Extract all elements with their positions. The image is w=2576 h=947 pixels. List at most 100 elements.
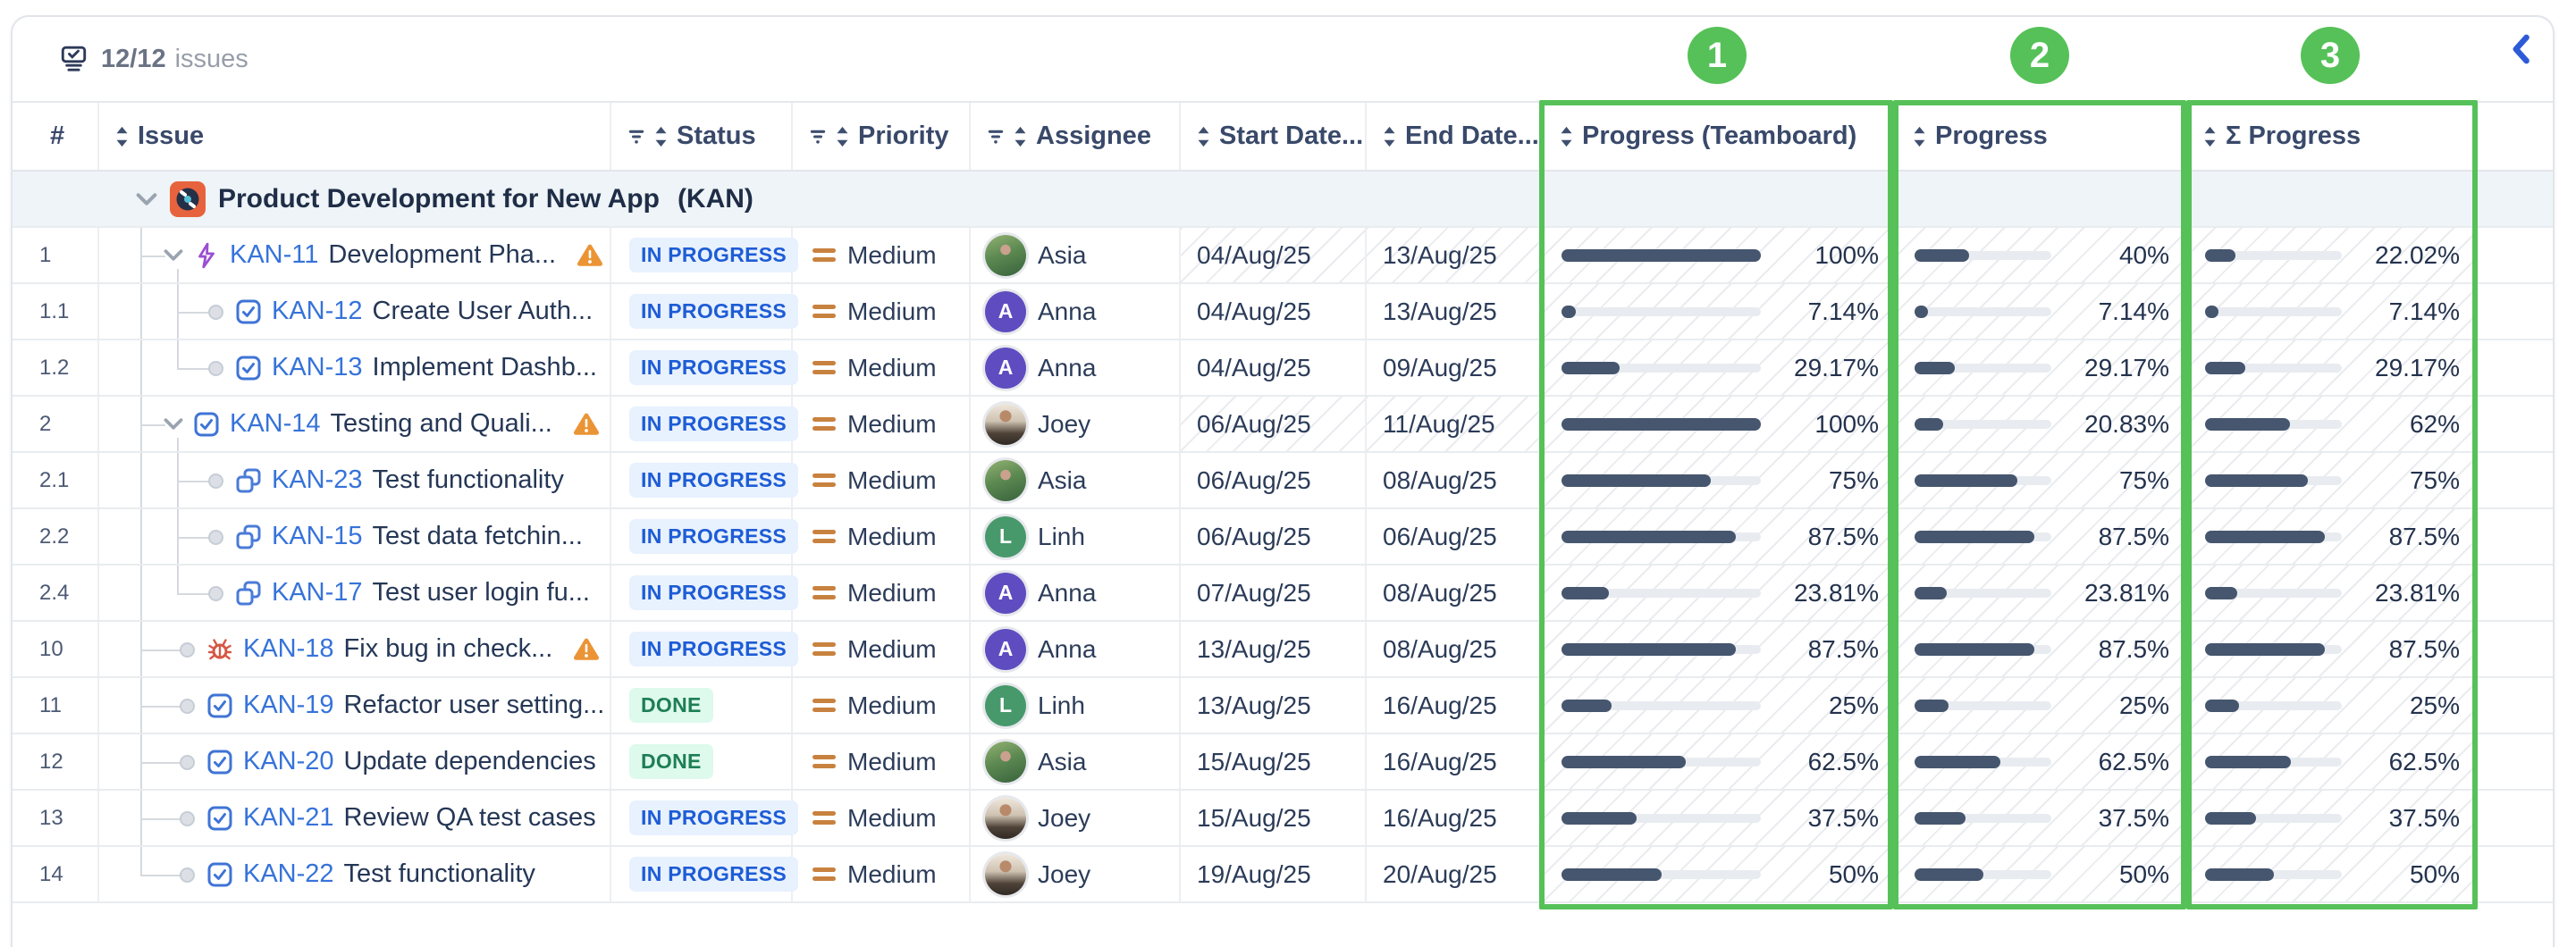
status-cell[interactable]: DONE xyxy=(611,734,793,789)
start-date-cell[interactable]: 04/Aug/25 xyxy=(1181,284,1367,339)
end-date-cell[interactable]: 16/Aug/25 xyxy=(1367,791,1544,845)
issue-cell[interactable]: KAN-17 Test user login fu... xyxy=(99,566,611,620)
filter-icon[interactable] xyxy=(809,128,827,146)
issue-cell[interactable]: KAN-11 Development Pha... xyxy=(99,228,611,282)
sort-icon[interactable] xyxy=(1197,126,1210,147)
issue-cell[interactable]: KAN-21 Review QA test cases xyxy=(99,791,611,845)
end-date-cell[interactable]: 11/Aug/25 xyxy=(1367,397,1544,451)
priority-cell[interactable]: Medium xyxy=(793,340,971,395)
sort-icon[interactable] xyxy=(1014,126,1027,147)
sort-icon[interactable] xyxy=(836,126,849,147)
issue-key-link[interactable]: KAN-15 xyxy=(272,522,363,550)
assignee-cell[interactable]: A Anna xyxy=(971,284,1181,339)
assignee-cell[interactable]: Asia xyxy=(971,228,1181,282)
priority-cell[interactable]: Medium xyxy=(793,622,971,676)
issue-cell[interactable]: KAN-15 Test data fetchin... xyxy=(99,509,611,564)
column-header-sum-progress[interactable]: Σ Progress xyxy=(2187,103,2478,170)
issue-key-link[interactable]: KAN-17 xyxy=(272,578,363,607)
sort-icon[interactable] xyxy=(115,126,129,147)
sort-icon[interactable] xyxy=(1560,126,1573,147)
issue-key-link[interactable]: KAN-20 xyxy=(243,747,334,775)
end-date-cell[interactable]: 06/Aug/25 xyxy=(1367,509,1544,564)
assignee-cell[interactable]: L Linh xyxy=(971,678,1181,733)
project-group-row[interactable]: Product Development for New App (KAN) xyxy=(13,172,2553,228)
priority-cell[interactable]: Medium xyxy=(793,734,971,789)
assignee-cell[interactable]: Joey xyxy=(971,847,1181,901)
column-header-start-date[interactable]: Start Date... xyxy=(1181,103,1367,170)
issue-key-link[interactable]: KAN-19 xyxy=(243,691,334,719)
priority-cell[interactable]: Medium xyxy=(793,509,971,564)
end-date-cell[interactable]: 16/Aug/25 xyxy=(1367,734,1544,789)
assignee-cell[interactable]: Joey xyxy=(971,397,1181,451)
priority-cell[interactable]: Medium xyxy=(793,397,971,451)
filter-icon[interactable] xyxy=(627,128,645,146)
priority-cell[interactable]: Medium xyxy=(793,228,971,282)
priority-cell[interactable]: Medium xyxy=(793,678,971,733)
expand-chevron-icon[interactable] xyxy=(164,417,183,431)
column-header-progress[interactable]: Progress xyxy=(1897,103,2187,170)
start-date-cell[interactable]: 04/Aug/25 xyxy=(1181,340,1367,395)
priority-cell[interactable]: Medium xyxy=(793,847,971,901)
column-header-assignee[interactable]: Assignee xyxy=(971,103,1181,170)
issue-key-link[interactable]: KAN-22 xyxy=(243,859,334,888)
start-date-cell[interactable]: 15/Aug/25 xyxy=(1181,791,1367,845)
start-date-cell[interactable]: 04/Aug/25 xyxy=(1181,228,1367,282)
assignee-cell[interactable]: Asia xyxy=(971,734,1181,789)
assignee-cell[interactable]: A Anna xyxy=(971,340,1181,395)
status-cell[interactable]: IN PROGRESS xyxy=(611,566,799,620)
assignee-cell[interactable]: A Anna xyxy=(971,566,1181,620)
group-collapse-chevron-icon[interactable] xyxy=(136,192,157,206)
end-date-cell[interactable]: 13/Aug/25 xyxy=(1367,284,1544,339)
assignee-cell[interactable]: A Anna xyxy=(971,622,1181,676)
status-cell[interactable]: IN PROGRESS xyxy=(611,509,799,564)
priority-cell[interactable]: Medium xyxy=(793,566,971,620)
column-header-progress-teamboard[interactable]: Progress (Teamboard) xyxy=(1544,103,1897,170)
assignee-cell[interactable]: L Linh xyxy=(971,509,1181,564)
status-cell[interactable]: IN PROGRESS xyxy=(611,340,799,395)
priority-cell[interactable]: Medium xyxy=(793,453,971,507)
end-date-cell[interactable]: 13/Aug/25 xyxy=(1367,228,1544,282)
issue-cell[interactable]: KAN-18 Fix bug in check... xyxy=(99,622,611,676)
status-cell[interactable]: IN PROGRESS xyxy=(611,397,799,451)
issue-key-link[interactable]: KAN-21 xyxy=(243,803,334,832)
start-date-cell[interactable]: 07/Aug/25 xyxy=(1181,566,1367,620)
end-date-cell[interactable]: 20/Aug/25 xyxy=(1367,847,1544,901)
expand-chevron-icon[interactable] xyxy=(164,248,183,262)
end-date-cell[interactable]: 08/Aug/25 xyxy=(1367,453,1544,507)
sort-icon[interactable] xyxy=(1383,126,1396,147)
column-header-number[interactable]: # xyxy=(13,103,99,170)
status-cell[interactable]: IN PROGRESS xyxy=(611,847,799,901)
start-date-cell[interactable]: 13/Aug/25 xyxy=(1181,678,1367,733)
start-date-cell[interactable]: 06/Aug/25 xyxy=(1181,397,1367,451)
issue-cell[interactable]: KAN-13 Implement Dashb... xyxy=(99,340,611,395)
issue-cell[interactable]: KAN-20 Update dependencies xyxy=(99,734,611,789)
issue-cell[interactable]: KAN-12 Create User Auth... xyxy=(99,284,611,339)
column-header-issue[interactable]: Issue xyxy=(99,103,611,170)
sort-icon[interactable] xyxy=(2203,126,2217,147)
sort-icon[interactable] xyxy=(1913,126,1926,147)
priority-cell[interactable]: Medium xyxy=(793,284,971,339)
issue-key-link[interactable]: KAN-13 xyxy=(272,353,363,381)
start-date-cell[interactable]: 19/Aug/25 xyxy=(1181,847,1367,901)
column-header-priority[interactable]: Priority xyxy=(793,103,971,170)
column-header-end-date[interactable]: End Date... xyxy=(1367,103,1544,170)
sort-icon[interactable] xyxy=(654,126,668,147)
filter-icon[interactable] xyxy=(987,128,1005,146)
start-date-cell[interactable]: 13/Aug/25 xyxy=(1181,622,1367,676)
issue-cell[interactable]: KAN-19 Refactor user setting... xyxy=(99,678,611,733)
status-cell[interactable]: DONE xyxy=(611,678,793,733)
issue-cell[interactable]: KAN-23 Test functionality xyxy=(99,453,611,507)
status-cell[interactable]: IN PROGRESS xyxy=(611,622,799,676)
start-date-cell[interactable]: 15/Aug/25 xyxy=(1181,734,1367,789)
issue-cell[interactable]: KAN-14 Testing and Quali... xyxy=(99,397,611,451)
start-date-cell[interactable]: 06/Aug/25 xyxy=(1181,509,1367,564)
end-date-cell[interactable]: 16/Aug/25 xyxy=(1367,678,1544,733)
end-date-cell[interactable]: 09/Aug/25 xyxy=(1367,340,1544,395)
status-cell[interactable]: IN PROGRESS xyxy=(611,791,799,845)
status-cell[interactable]: IN PROGRESS xyxy=(611,453,799,507)
end-date-cell[interactable]: 08/Aug/25 xyxy=(1367,566,1544,620)
issue-key-link[interactable]: KAN-18 xyxy=(243,634,334,663)
assignee-cell[interactable]: Joey xyxy=(971,791,1181,845)
status-cell[interactable]: IN PROGRESS xyxy=(611,228,799,282)
issue-key-link[interactable]: KAN-14 xyxy=(230,409,321,438)
